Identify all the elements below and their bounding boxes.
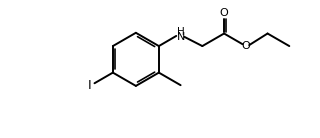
Text: H: H xyxy=(177,27,184,37)
Text: O: O xyxy=(241,41,250,51)
Text: N: N xyxy=(176,32,185,42)
Text: I: I xyxy=(87,79,91,92)
Text: O: O xyxy=(220,8,228,18)
